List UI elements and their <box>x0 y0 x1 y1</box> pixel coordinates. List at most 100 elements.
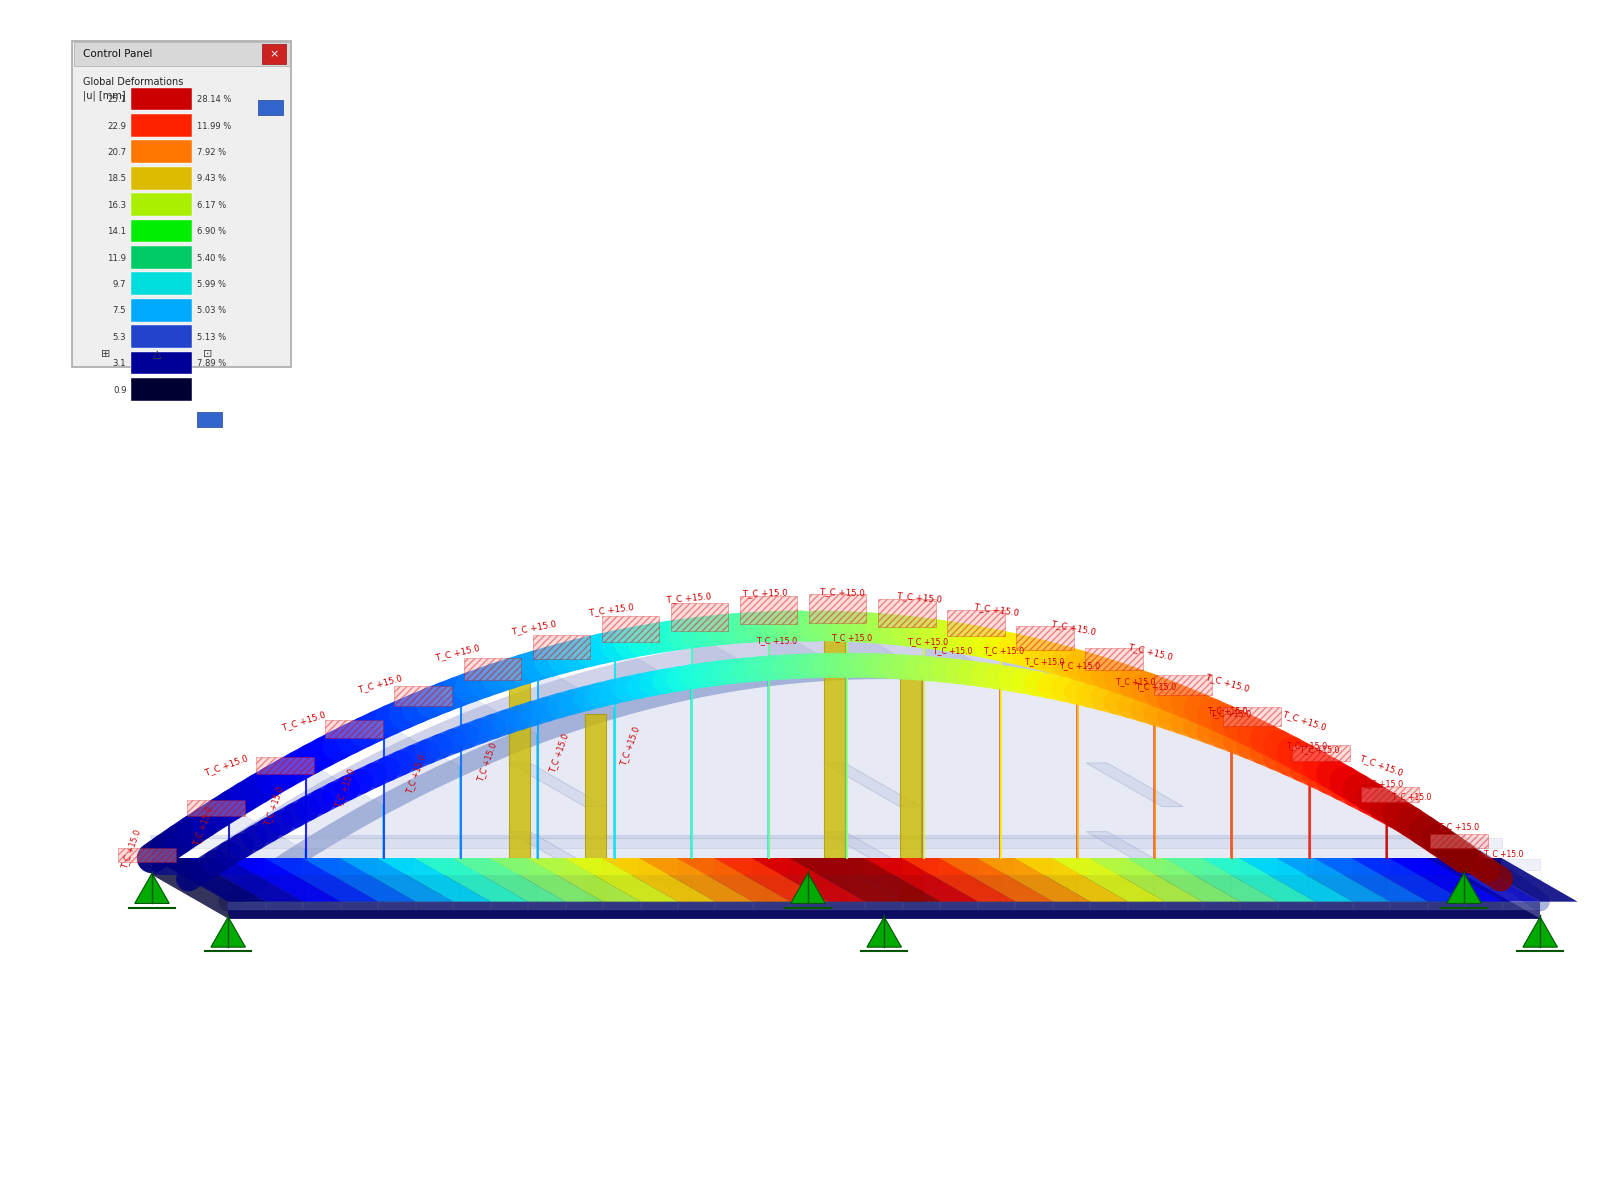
Text: T_C +15.0: T_C +15.0 <box>1117 677 1155 686</box>
Polygon shape <box>1390 901 1427 910</box>
Bar <box>262 44 286 64</box>
Polygon shape <box>602 617 659 642</box>
Bar <box>131 220 192 242</box>
Polygon shape <box>714 858 752 875</box>
Polygon shape <box>1314 858 1427 901</box>
Polygon shape <box>824 763 922 806</box>
Polygon shape <box>1315 901 1352 910</box>
Polygon shape <box>189 858 227 875</box>
Polygon shape <box>152 875 1541 918</box>
Text: ×: × <box>270 49 278 59</box>
Text: 11.9: 11.9 <box>107 253 126 263</box>
Bar <box>131 140 192 163</box>
Polygon shape <box>211 917 245 947</box>
Text: T_C +15.0: T_C +15.0 <box>1438 822 1478 832</box>
Polygon shape <box>1352 858 1389 875</box>
Text: T_C +15.0: T_C +15.0 <box>666 592 710 604</box>
Polygon shape <box>1154 676 1211 695</box>
Polygon shape <box>1389 858 1427 875</box>
Text: |u| [mm]: |u| [mm] <box>83 91 126 101</box>
Polygon shape <box>1277 858 1314 875</box>
Text: 7.5: 7.5 <box>112 306 126 316</box>
Polygon shape <box>1165 858 1278 901</box>
Polygon shape <box>923 632 1000 901</box>
Polygon shape <box>1427 901 1466 910</box>
Polygon shape <box>586 714 606 901</box>
Polygon shape <box>464 658 522 680</box>
Text: T_C +15.0: T_C +15.0 <box>1392 792 1432 802</box>
Polygon shape <box>256 757 314 774</box>
Polygon shape <box>1051 858 1165 901</box>
Text: 14.1: 14.1 <box>107 227 126 236</box>
Polygon shape <box>1090 858 1126 875</box>
Polygon shape <box>1523 917 1557 947</box>
Text: T_C +15.0: T_C +15.0 <box>262 785 285 827</box>
Polygon shape <box>565 901 603 910</box>
Polygon shape <box>739 596 797 624</box>
Polygon shape <box>1464 858 1578 901</box>
Polygon shape <box>152 858 229 901</box>
Text: 5.99 %: 5.99 % <box>197 280 226 289</box>
Polygon shape <box>1090 858 1203 901</box>
Polygon shape <box>416 901 453 910</box>
Text: 22.9: 22.9 <box>107 121 126 131</box>
Text: 16.3: 16.3 <box>107 200 126 210</box>
Polygon shape <box>1222 707 1282 726</box>
Polygon shape <box>808 594 867 623</box>
Polygon shape <box>1086 763 1184 806</box>
Polygon shape <box>846 626 923 901</box>
Text: 5.03 %: 5.03 % <box>197 306 226 316</box>
Polygon shape <box>789 858 827 875</box>
Text: T_C +15.0: T_C +15.0 <box>907 637 949 647</box>
Text: 7.89 %: 7.89 % <box>197 359 226 368</box>
Text: T_C +15.0: T_C +15.0 <box>334 768 357 810</box>
Polygon shape <box>461 691 538 901</box>
Polygon shape <box>1202 858 1238 875</box>
Polygon shape <box>1016 626 1074 650</box>
Polygon shape <box>640 901 678 910</box>
Polygon shape <box>302 858 416 901</box>
Text: Global Deformations: Global Deformations <box>83 77 184 86</box>
Polygon shape <box>602 858 715 901</box>
Text: 5.3: 5.3 <box>112 332 126 342</box>
Polygon shape <box>1203 901 1240 910</box>
Bar <box>131 88 192 110</box>
Text: T_C +15.0: T_C +15.0 <box>933 646 973 655</box>
Bar <box>131 378 192 401</box>
Polygon shape <box>339 858 378 875</box>
Polygon shape <box>790 874 826 904</box>
Polygon shape <box>229 859 1541 870</box>
Polygon shape <box>229 901 266 910</box>
Polygon shape <box>976 858 1090 901</box>
Polygon shape <box>533 635 590 659</box>
Polygon shape <box>1202 858 1315 901</box>
Polygon shape <box>941 901 978 910</box>
Text: 6.17 %: 6.17 % <box>197 200 226 210</box>
Text: T_C +15.0: T_C +15.0 <box>120 828 142 870</box>
Text: 9.7: 9.7 <box>114 280 126 289</box>
Bar <box>258 100 283 115</box>
Polygon shape <box>1078 665 1154 901</box>
Polygon shape <box>509 763 606 806</box>
Polygon shape <box>451 858 565 901</box>
Text: 28.14 %: 28.14 % <box>197 95 230 104</box>
Polygon shape <box>827 858 864 875</box>
Bar <box>131 299 192 322</box>
Polygon shape <box>302 858 339 875</box>
Polygon shape <box>378 901 416 910</box>
Polygon shape <box>1464 858 1541 901</box>
Bar <box>131 167 192 190</box>
Polygon shape <box>670 604 728 631</box>
Polygon shape <box>264 858 378 901</box>
Polygon shape <box>1016 901 1053 910</box>
Polygon shape <box>414 858 528 901</box>
Text: T_C +15.0: T_C +15.0 <box>547 732 570 774</box>
Text: T_C +15.0: T_C +15.0 <box>973 602 1019 617</box>
Polygon shape <box>1389 858 1502 901</box>
Polygon shape <box>565 858 678 901</box>
Polygon shape <box>939 858 1053 901</box>
Text: T_C +15.0: T_C +15.0 <box>1128 643 1173 661</box>
Polygon shape <box>1427 858 1464 875</box>
Polygon shape <box>714 858 827 901</box>
Polygon shape <box>899 670 922 901</box>
